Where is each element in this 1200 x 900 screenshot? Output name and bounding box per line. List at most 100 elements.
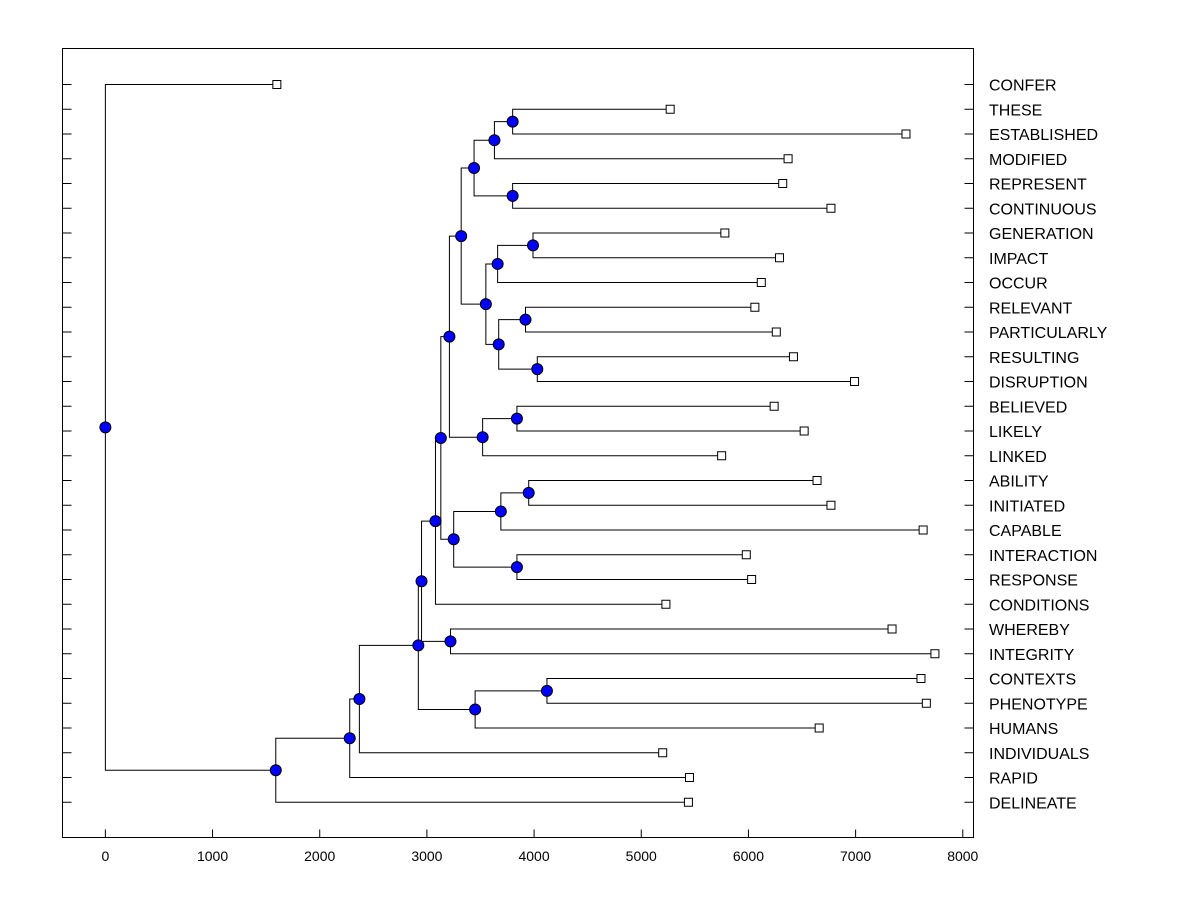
leaf-marker bbox=[661, 599, 671, 609]
cluster-link bbox=[358, 644, 663, 754]
leaf-label: INTERACTION bbox=[989, 548, 1097, 565]
leaf-marker bbox=[717, 451, 727, 461]
leaf-label: CONTEXTS bbox=[989, 672, 1076, 689]
cluster-link bbox=[493, 121, 789, 160]
leaf-marker bbox=[720, 228, 730, 238]
x-tick-label: 8000 bbox=[947, 848, 978, 864]
cluster-link bbox=[275, 737, 689, 803]
cluster-link bbox=[449, 628, 935, 655]
cluster-link bbox=[546, 678, 927, 704]
leaf-label: THESE bbox=[989, 102, 1042, 119]
cluster-link bbox=[474, 690, 820, 729]
leaf-label: RELEVANT bbox=[989, 300, 1073, 317]
cluster-link bbox=[525, 306, 777, 333]
cluster-node bbox=[429, 515, 442, 528]
cluster-node bbox=[522, 486, 535, 499]
leaf-marker bbox=[850, 377, 860, 386]
cluster-node bbox=[510, 561, 523, 574]
x-tick-label: 1000 bbox=[197, 848, 228, 864]
leaf-markers bbox=[272, 80, 940, 807]
cluster-link bbox=[532, 232, 780, 259]
cluster-node bbox=[443, 330, 456, 343]
leaf-label: BELIEVED bbox=[989, 399, 1067, 416]
leaf-marker bbox=[684, 773, 694, 782]
cluster-nodes bbox=[99, 115, 553, 777]
x-tick-label: 3000 bbox=[411, 848, 442, 864]
leaf-marker bbox=[750, 302, 760, 312]
cluster-link bbox=[500, 492, 924, 531]
cluster-node bbox=[434, 431, 447, 444]
leaf-labels: CONFER THESE ESTABLISHED MODIFIED REPRESENT C… bbox=[989, 78, 1108, 813]
leaf-marker bbox=[918, 525, 928, 535]
leaf-label: PARTICULARLY bbox=[989, 325, 1108, 342]
leaf-label: WHEREBY bbox=[989, 622, 1070, 639]
leaf-marker bbox=[658, 748, 668, 758]
leaf-marker bbox=[778, 179, 788, 188]
cluster-link bbox=[516, 554, 752, 580]
leaf-label: REPRESENT bbox=[989, 177, 1087, 194]
cluster-link bbox=[349, 698, 690, 778]
leaf-marker bbox=[756, 278, 766, 287]
leaf-label: DISRUPTION bbox=[989, 375, 1088, 392]
leaf-label: ABILITY bbox=[989, 474, 1049, 491]
leaf-label: ESTABLISHED bbox=[989, 127, 1098, 144]
x-tick-label: 6000 bbox=[733, 848, 764, 864]
cluster-node bbox=[415, 575, 428, 588]
cluster-link bbox=[453, 510, 517, 568]
x-tick-label: 0 bbox=[101, 848, 109, 864]
leaf-marker bbox=[812, 476, 822, 485]
leaf-label: PHENOTYPE bbox=[989, 696, 1088, 713]
leaf-label: HUMANS bbox=[989, 721, 1058, 738]
leaf-label: LIKELY bbox=[989, 424, 1042, 441]
cluster-node bbox=[447, 533, 460, 546]
x-axis: 0 1000 2000 3000 4000 5000 6000 7000 8000 bbox=[101, 829, 979, 864]
leaf-label: INDIVIDUALS bbox=[989, 746, 1089, 763]
cluster-node bbox=[488, 134, 501, 147]
cluster-node bbox=[494, 505, 507, 518]
leaf-marker bbox=[826, 203, 836, 213]
leaf-marker bbox=[901, 129, 911, 139]
leaf-label: INTEGRITY bbox=[989, 647, 1075, 664]
cluster-node bbox=[479, 298, 492, 311]
plot-frame bbox=[62, 48, 974, 838]
leaf-label: OCCUR bbox=[989, 276, 1048, 293]
leaf-marker bbox=[771, 327, 781, 337]
leaf-label: LINKED bbox=[989, 449, 1047, 466]
cluster-link bbox=[104, 84, 277, 771]
leaf-marker bbox=[930, 649, 940, 659]
leaf-marker bbox=[783, 154, 793, 164]
cluster-link bbox=[536, 356, 855, 382]
x-tick-label: 5000 bbox=[626, 848, 657, 864]
leaf-label: CONFER bbox=[989, 78, 1057, 95]
cluster-node bbox=[506, 115, 519, 128]
cluster-node bbox=[468, 162, 481, 175]
leaf-marker bbox=[272, 80, 282, 89]
leaf-label: INITIATED bbox=[989, 498, 1065, 515]
leaf-label: CONDITIONS bbox=[989, 597, 1089, 614]
leaf-marker bbox=[683, 797, 693, 807]
cluster-node bbox=[412, 639, 425, 652]
cluster-node bbox=[531, 363, 544, 376]
leaf-label: CAPABLE bbox=[989, 523, 1062, 540]
leaf-label: DELINEATE bbox=[989, 795, 1077, 812]
cluster-node bbox=[540, 684, 553, 697]
cluster-link bbox=[497, 244, 762, 283]
cluster-node bbox=[476, 431, 489, 444]
leaf-label: GENERATION bbox=[989, 226, 1094, 243]
leaf-label: RESPONSE bbox=[989, 573, 1078, 590]
leaf-marker bbox=[747, 575, 757, 584]
leaf-label: RAPID bbox=[989, 771, 1038, 788]
cluster-node bbox=[510, 412, 523, 425]
leaf-marker bbox=[665, 104, 675, 114]
leaf-label: IMPACT bbox=[989, 251, 1048, 268]
cluster-node bbox=[353, 693, 366, 706]
x-tick-label: 4000 bbox=[518, 848, 549, 864]
leaf-marker bbox=[921, 698, 931, 708]
leaf-label: RESULTING bbox=[989, 350, 1079, 367]
x-tick-label: 2000 bbox=[304, 848, 335, 864]
cluster-link bbox=[516, 405, 805, 432]
x-tick-label: 7000 bbox=[840, 848, 871, 864]
cluster-node bbox=[506, 189, 519, 202]
dendrogram-links bbox=[104, 84, 935, 803]
